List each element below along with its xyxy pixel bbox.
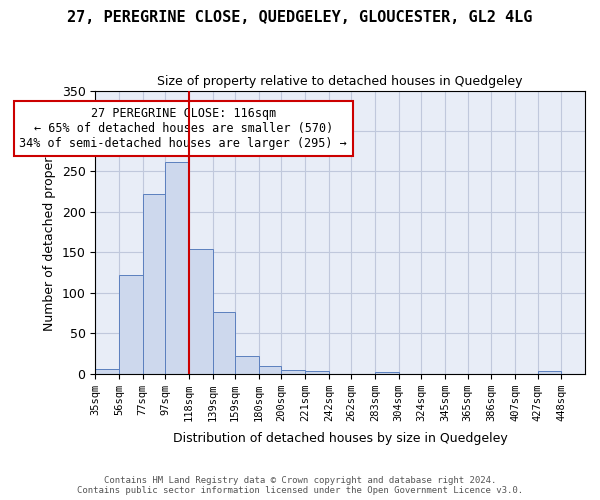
Bar: [538, 371, 562, 374]
Text: 27 PEREGRINE CLOSE: 116sqm
← 65% of detached houses are smaller (570)
34% of sem: 27 PEREGRINE CLOSE: 116sqm ← 65% of deta…: [19, 106, 347, 150]
Bar: [119, 275, 143, 374]
Y-axis label: Number of detached properties: Number of detached properties: [43, 134, 56, 330]
Bar: [305, 371, 329, 374]
X-axis label: Distribution of detached houses by size in Quedgeley: Distribution of detached houses by size …: [173, 432, 508, 445]
Bar: [375, 372, 399, 374]
Bar: [95, 369, 119, 374]
Title: Size of property relative to detached houses in Quedgeley: Size of property relative to detached ho…: [157, 75, 523, 88]
Bar: [165, 162, 189, 374]
Bar: [189, 249, 212, 374]
Bar: [235, 356, 259, 374]
Bar: [259, 366, 281, 374]
Bar: [212, 312, 235, 374]
Bar: [281, 370, 305, 374]
Bar: [143, 194, 165, 374]
Text: Contains HM Land Registry data © Crown copyright and database right 2024.
Contai: Contains HM Land Registry data © Crown c…: [77, 476, 523, 495]
Text: 27, PEREGRINE CLOSE, QUEDGELEY, GLOUCESTER, GL2 4LG: 27, PEREGRINE CLOSE, QUEDGELEY, GLOUCEST…: [67, 10, 533, 25]
